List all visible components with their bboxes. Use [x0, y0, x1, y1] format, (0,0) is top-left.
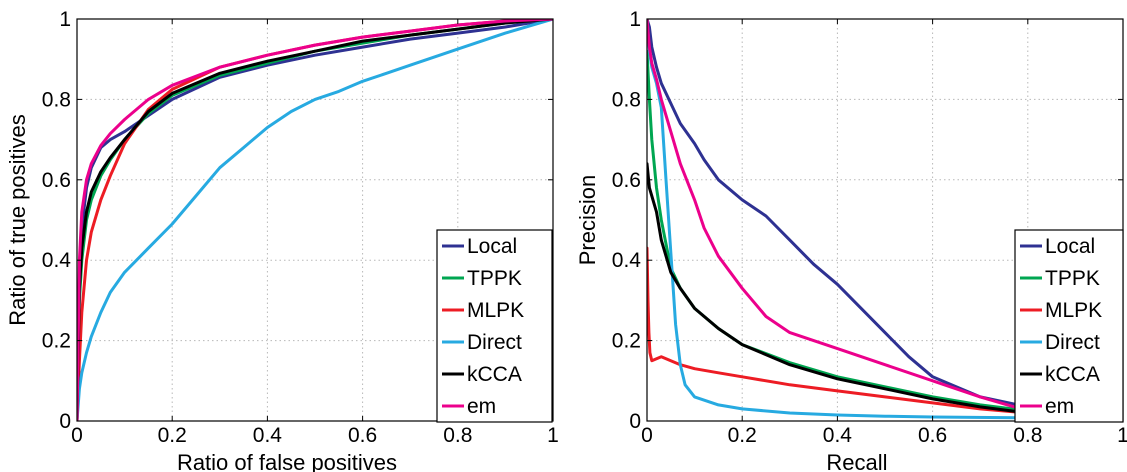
- x-tick-label: 0: [71, 424, 83, 447]
- y-tick-label: 0.8: [612, 88, 641, 111]
- series-line-direct: [77, 19, 553, 421]
- legend-label-tppk: TPPK: [1045, 267, 1100, 290]
- series-line-em: [647, 19, 1123, 420]
- x-tick-label: 0.2: [158, 424, 187, 447]
- legend: Local TPPK MLPK Direct kCCA em: [436, 229, 553, 423]
- x-tick-label: 0.2: [728, 424, 757, 447]
- legend-label-em: em: [1045, 395, 1074, 418]
- legend-label-mlpk: MLPK: [467, 299, 524, 322]
- legend-box: [1014, 229, 1124, 423]
- y-tick-label: 0.2: [612, 330, 641, 353]
- legend: Local TPPK MLPK Direct kCCA em: [1014, 229, 1124, 423]
- legend-label-local: Local: [467, 235, 517, 258]
- y-tick-label: 1: [59, 8, 71, 31]
- series-group: [77, 19, 553, 421]
- y-tick-label: 0.6: [42, 169, 71, 192]
- legend-label-tppk: TPPK: [467, 267, 522, 290]
- y-axis-label: Ratio of true positives: [5, 114, 30, 326]
- legend-label-local: Local: [1045, 235, 1095, 258]
- legend-label-kcca: kCCA: [1045, 363, 1100, 386]
- y-tick-label: 0.4: [612, 249, 642, 272]
- y-tick-label: 1: [629, 8, 641, 31]
- y-tick-label: 0.6: [612, 169, 641, 192]
- y-tick-label: 0: [629, 410, 641, 433]
- y-tick-label: 0.4: [42, 249, 72, 272]
- legend-label-em: em: [467, 395, 496, 418]
- x-axis-label: Recall: [826, 450, 887, 472]
- legend-box: [436, 229, 553, 423]
- y-tick-label: 0.8: [42, 88, 71, 111]
- series-line-local: [647, 19, 1123, 419]
- x-tick-label: 0.4: [823, 424, 853, 447]
- legend-label-mlpk: MLPK: [1045, 299, 1102, 322]
- x-tick-label: 0.4: [253, 424, 283, 447]
- x-tick-label: 0.8: [1013, 424, 1042, 447]
- x-tick-label: 1: [547, 424, 559, 447]
- series-line-em: [77, 19, 553, 421]
- legend-label-direct: Direct: [1045, 331, 1100, 354]
- axes-frame: [76, 18, 554, 422]
- y-axis-label: Precision: [575, 175, 600, 265]
- precision-recall-chart-panel: 0 0.2 0.4 0.6 0.8 1 0 0.2 0.4 0.6 0.8 1 Recall Precis…: [575, 8, 1127, 472]
- y-tick-label: 0: [59, 410, 71, 433]
- legend-label-direct: Direct: [467, 331, 522, 354]
- x-tick-label: 0.6: [918, 424, 947, 447]
- roc-chart-panel: 0 0.2 0.4 0.6 0.8 1 0 0.2 0.4 0.6 0.8 1 Ratio of fal…: [5, 8, 559, 472]
- series-line-mlpk: [647, 246, 1123, 420]
- series-line-kcca: [77, 19, 553, 421]
- x-tick-label: 0: [641, 424, 653, 447]
- axes-frame: [646, 18, 1124, 422]
- y-tick-label: 0.2: [42, 330, 71, 353]
- series-line-kcca: [647, 162, 1123, 420]
- x-tick-label: 0.6: [348, 424, 377, 447]
- x-axis-label: Ratio of false positives: [177, 450, 397, 472]
- legend-label-kcca: kCCA: [467, 363, 522, 386]
- series-group: [647, 19, 1123, 421]
- x-tick-label: 1: [1117, 424, 1127, 447]
- x-tick-label: 0.8: [443, 424, 472, 447]
